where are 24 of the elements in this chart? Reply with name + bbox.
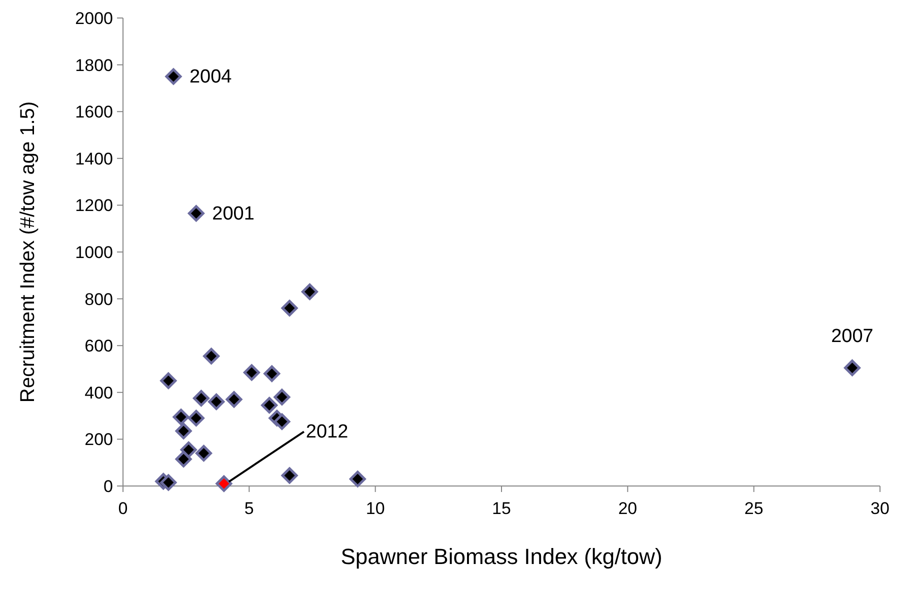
y-tick-label: 800	[84, 290, 113, 309]
y-axis-title: Recruitment Index (#/tow age 1.5)	[17, 101, 39, 403]
y-tick-label: 400	[84, 383, 113, 402]
y-tick-label: 1200	[75, 196, 113, 216]
y-tick-label: 0	[104, 476, 113, 496]
annotation: 2004	[189, 66, 232, 88]
y-tick-label: 1000	[75, 242, 113, 262]
x-tick-label: 10	[366, 499, 385, 518]
x-tick-label: 25	[744, 499, 764, 518]
y-tick-label: 1800	[75, 56, 113, 75]
x-tick-label: 5	[244, 499, 254, 518]
x-tick-label: 30	[870, 499, 890, 518]
annotation: 2012	[306, 422, 348, 443]
annotation: 2007	[831, 326, 874, 347]
x-tick-label: 20	[618, 499, 638, 518]
y-tick-label: 200	[84, 430, 113, 450]
annotation: 2001	[212, 203, 254, 224]
x-tick-label: 15	[492, 499, 511, 518]
x-axis-title: Spawner Biomass Index (kg/tow)	[340, 544, 662, 569]
y-tick-label: 2000	[75, 8, 113, 28]
x-tick-label: 0	[118, 499, 128, 518]
y-tick-label: 600	[84, 336, 113, 356]
y-tick-label: 1400	[75, 149, 113, 168]
y-tick-label: 1600	[75, 102, 113, 122]
